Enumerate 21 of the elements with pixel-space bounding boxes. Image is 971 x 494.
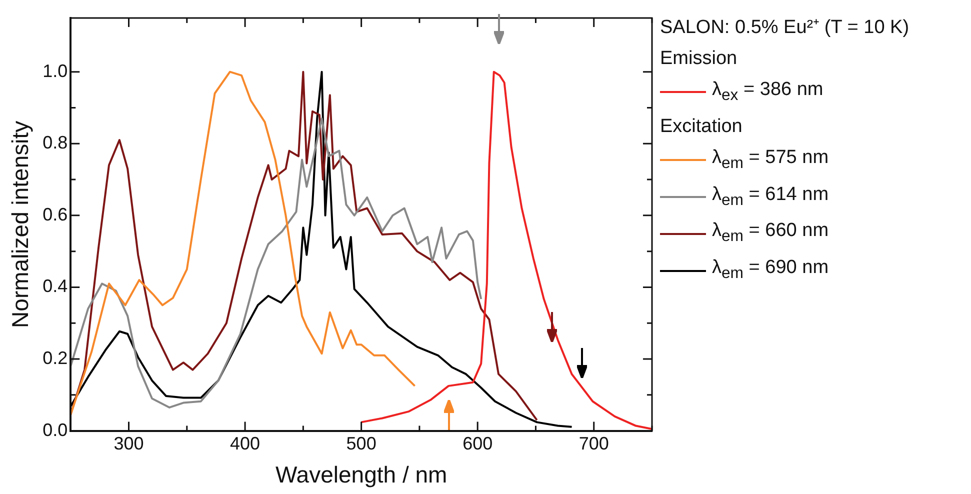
x-axis-title: Wavelength / nm — [275, 462, 448, 488]
x-tick-label: 400 — [230, 434, 260, 454]
y-tick-label: 0.6 — [42, 204, 68, 224]
legend-label: λ$_{em}$ = 575 nm — [712, 146, 829, 174]
x-tick-label: 600 — [462, 434, 493, 454]
x-tick-label: 500 — [346, 434, 376, 454]
y-tick-label: 0.0 — [42, 420, 68, 440]
legend-label: λ$_{em}$ = 690 nm — [712, 256, 829, 284]
legend-title: SALON: 0.5% Eu²⁺ (T = 10 K) — [660, 16, 910, 40]
legend-label: λ$_{em}$ = 614 nm — [712, 182, 829, 210]
text: Emission — [660, 47, 738, 71]
x-tick-label: 300 — [114, 434, 144, 454]
text: Excitation — [660, 114, 744, 139]
x-tick-label: 700 — [578, 434, 609, 454]
legend-label: λ$_{ex}$ = 386 nm — [712, 78, 824, 106]
legend-label: λ$_{em}$ = 660 nm — [712, 219, 829, 248]
y-axis-title: Normalized intensity — [7, 120, 34, 328]
y-tick-label: 0.8 — [42, 132, 68, 153]
y-tick-label: 0.4 — [42, 276, 68, 296]
y-tick-label: 0.2 — [42, 348, 68, 368]
y-tick-label: 1.0 — [42, 60, 68, 81]
